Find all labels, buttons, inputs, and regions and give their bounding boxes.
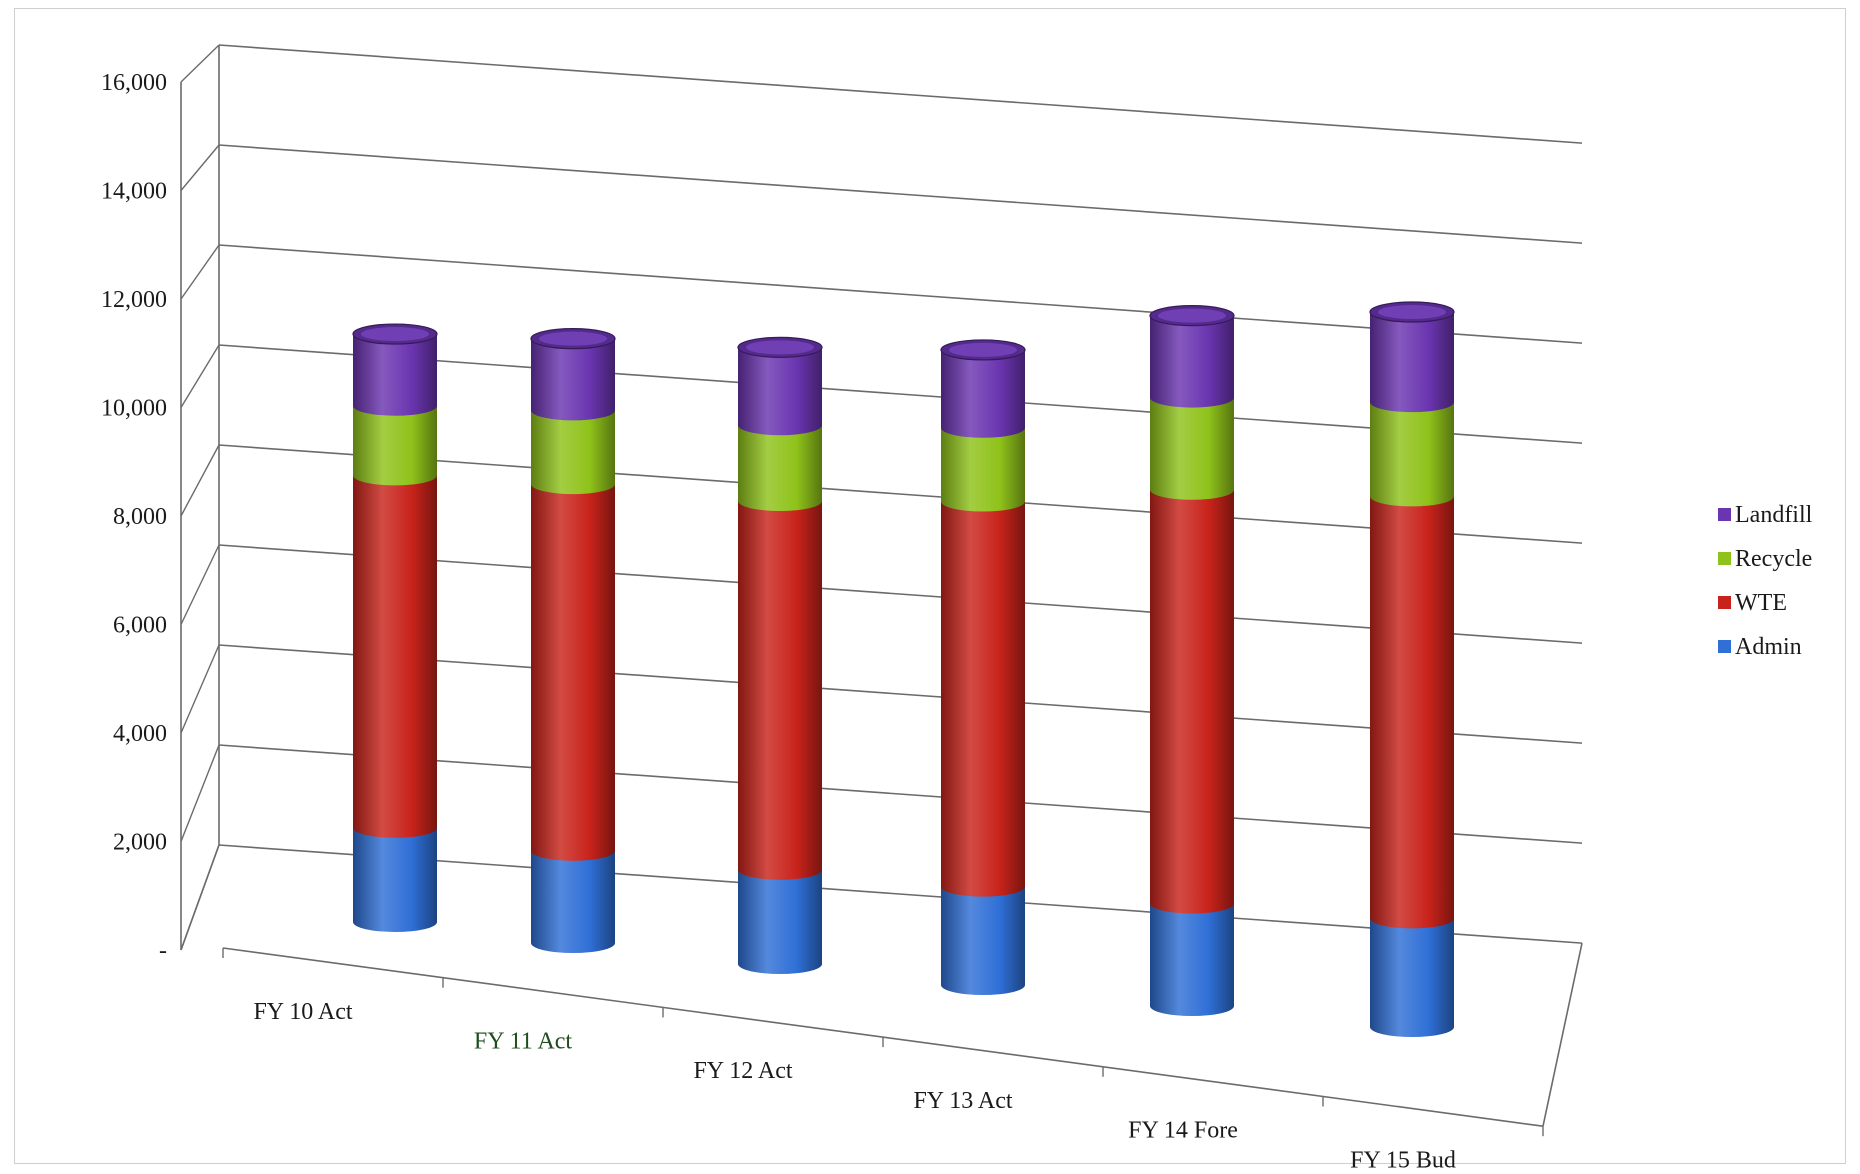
bar-segment-wte bbox=[941, 501, 1025, 897]
bar-segment-admin bbox=[738, 869, 822, 974]
legend-label: Recycle bbox=[1735, 546, 1812, 572]
bar-top-highlight bbox=[1158, 308, 1226, 323]
legend-item-recycle: Recycle bbox=[1718, 546, 1812, 572]
gridline bbox=[218, 344, 1583, 444]
gridline bbox=[218, 544, 1583, 644]
x-tick-label: FY 10 Act bbox=[253, 999, 352, 1025]
bar-segment-wte bbox=[738, 501, 822, 880]
side-gridline bbox=[180, 444, 220, 517]
bar-stack bbox=[1149, 305, 1235, 1016]
chart-frame bbox=[14, 8, 1846, 1164]
legend-swatch bbox=[1718, 552, 1731, 565]
gridline bbox=[218, 444, 1583, 544]
side-gridline bbox=[180, 544, 220, 625]
bar-top-highlight bbox=[539, 331, 607, 346]
bar-segment-landfill bbox=[1150, 315, 1234, 408]
side-gridline bbox=[180, 644, 220, 734]
y-tick-label: 4,000 bbox=[113, 721, 167, 747]
y-tick-label: 16,000 bbox=[101, 70, 167, 96]
legend-item-admin: Admin bbox=[1718, 634, 1802, 660]
axes bbox=[180, 45, 1583, 1137]
bar-segment-landfill bbox=[531, 338, 615, 421]
legend-label: Admin bbox=[1735, 634, 1802, 660]
y-tick-label: - bbox=[159, 938, 167, 964]
y-tick-label: 14,000 bbox=[101, 179, 167, 205]
bar-segment-admin bbox=[531, 850, 615, 953]
bar-segment-recycle bbox=[941, 427, 1025, 512]
x-tick-label: FY 13 Act bbox=[913, 1088, 1012, 1114]
side-gridline bbox=[180, 244, 220, 300]
x-tick-label: FY 12 Act bbox=[693, 1058, 792, 1084]
side-gridline bbox=[180, 344, 220, 408]
bar-segment-recycle bbox=[353, 405, 437, 486]
side-gridline bbox=[180, 44, 220, 83]
bar-stack bbox=[1369, 301, 1455, 1037]
bar-segment-wte bbox=[1370, 496, 1454, 929]
bar-segment-recycle bbox=[738, 425, 822, 512]
legend-item-landfill: Landfill bbox=[1718, 502, 1813, 528]
bar-segment-landfill bbox=[353, 334, 437, 416]
legend-label: WTE bbox=[1735, 590, 1787, 616]
x-tick-label: FY 14 Fore bbox=[1128, 1118, 1238, 1144]
x-axis-labels: FY 10 Act FY 11 Act FY 12 Act FY 13 Act FY 1… bbox=[253, 999, 1455, 1174]
bar-segment-landfill bbox=[1370, 312, 1454, 413]
gridlines bbox=[180, 44, 1583, 951]
side-gridline bbox=[180, 744, 220, 842]
bar-top-highlight bbox=[949, 342, 1017, 357]
bar-top-highlight bbox=[1378, 305, 1446, 320]
legend-swatch bbox=[1718, 596, 1731, 609]
y-axis-ticks: - 2,000 4,000 6,000 8,000 10,000 12,000 14,000 1… bbox=[101, 70, 167, 964]
bar-segment-recycle bbox=[1150, 397, 1234, 500]
floor-right-edge bbox=[1542, 942, 1583, 1127]
bar-segment-recycle bbox=[1370, 402, 1454, 507]
bar-top-highlight bbox=[361, 327, 429, 342]
y-tick-label: 10,000 bbox=[101, 396, 167, 422]
bar-top-highlight bbox=[746, 340, 814, 355]
bar-segment-recycle bbox=[531, 410, 615, 495]
x-tick-label: FY 11 Act bbox=[474, 1029, 573, 1055]
legend-swatch bbox=[1718, 508, 1731, 521]
gridline bbox=[218, 744, 1583, 844]
bar-stack bbox=[940, 339, 1026, 995]
legend-label: Landfill bbox=[1735, 502, 1813, 528]
bar-stack bbox=[352, 323, 438, 932]
gridline bbox=[218, 44, 1583, 144]
bar-segment-admin bbox=[353, 827, 437, 932]
gridline bbox=[218, 844, 1583, 944]
bar-segment-wte bbox=[1150, 489, 1234, 914]
bar-segment-admin bbox=[1370, 918, 1454, 1037]
bar-segment-wte bbox=[531, 484, 615, 861]
gridline bbox=[218, 244, 1583, 344]
bar-segment-admin bbox=[1150, 903, 1234, 1016]
bar-segment-landfill bbox=[941, 349, 1025, 438]
gridline bbox=[218, 144, 1583, 244]
floor-left-edge bbox=[180, 844, 220, 951]
y-tick-label: 12,000 bbox=[101, 287, 167, 313]
bars bbox=[352, 301, 1455, 1037]
legend: Landfill Recycle WTE Admin bbox=[1718, 502, 1813, 660]
legend-item-wte: WTE bbox=[1718, 590, 1787, 616]
bar-segment-wte bbox=[353, 475, 437, 838]
bar-stack bbox=[530, 328, 616, 953]
gridline bbox=[218, 644, 1583, 744]
y-tick-label: 2,000 bbox=[113, 830, 167, 856]
legend-swatch bbox=[1718, 640, 1731, 653]
bar-segment-admin bbox=[941, 886, 1025, 995]
bar-stack bbox=[737, 336, 823, 974]
y-tick-label: 8,000 bbox=[113, 504, 167, 530]
bar-segment-landfill bbox=[738, 347, 822, 436]
y-tick-label: 6,000 bbox=[113, 613, 167, 639]
x-tick-label: FY 15 Bud bbox=[1350, 1147, 1456, 1173]
side-gridline bbox=[180, 144, 220, 191]
